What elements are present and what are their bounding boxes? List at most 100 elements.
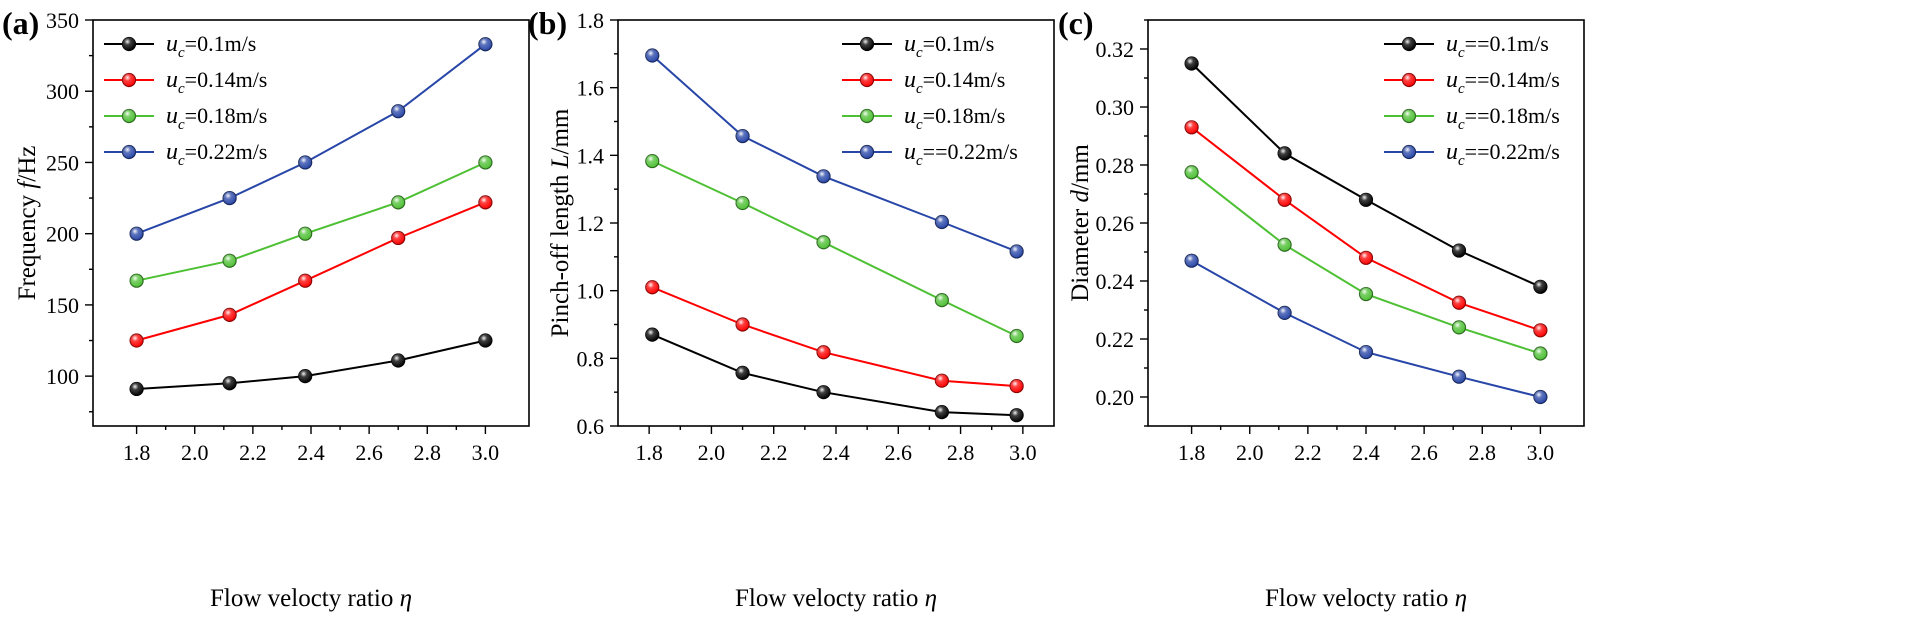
x-tick-label: 1.8 xyxy=(635,440,663,465)
legend-label: uc==0.22m/s xyxy=(1446,139,1560,169)
series-2 xyxy=(645,153,1024,344)
data-point xyxy=(816,385,831,400)
y-axis-label: Frequency f/Hz xyxy=(14,146,41,301)
legend-entry: uc=0.18m/s xyxy=(842,103,1005,133)
data-point xyxy=(222,253,237,268)
x-axis-label-var: η xyxy=(400,585,412,612)
y-tick-label: 0.28 xyxy=(1096,153,1135,178)
data-point xyxy=(1277,146,1292,161)
x-tick-label: 2.2 xyxy=(239,440,267,465)
y-axis-label-unit: /mm xyxy=(1067,144,1094,190)
series-1 xyxy=(645,280,1024,394)
data-point xyxy=(645,280,660,295)
axes-ticks: 1.8 2.0 2.2 2.4 2.6 2.8 3.0 0.20 0.22 0.24 0.26 0.2… xyxy=(1096,19,1554,465)
series-3 xyxy=(129,37,493,241)
y-tick-label: 0.26 xyxy=(1096,211,1135,236)
y-tick-label: 350 xyxy=(46,8,79,33)
x-tick-label: 2.8 xyxy=(1469,440,1497,465)
x-tick-label: 2.4 xyxy=(1352,440,1380,465)
data-point xyxy=(1358,286,1374,302)
data-point xyxy=(735,195,750,211)
legend-entry: uc==0.18m/s xyxy=(1384,103,1560,133)
series xyxy=(1184,56,1548,405)
data-point xyxy=(735,317,750,332)
legend-label: uc=0.1m/s xyxy=(166,31,256,61)
legend-marker xyxy=(859,36,875,52)
data-point xyxy=(478,37,493,52)
x-tick-label: 2.2 xyxy=(760,440,788,465)
y-tick-label: 0.20 xyxy=(1096,385,1135,410)
legend-entry: uc==0.14m/s xyxy=(1384,67,1560,97)
data-point xyxy=(391,353,406,368)
x-axis-label: Flow velocty ratio η xyxy=(210,585,412,612)
legend-label: uc==0.18m/s xyxy=(1446,103,1560,133)
data-point xyxy=(735,365,750,380)
y-axis-label-var: f xyxy=(14,179,41,189)
data-point xyxy=(1533,389,1548,405)
data-point xyxy=(1358,192,1374,207)
data-point xyxy=(1184,56,1199,71)
y-tick-label: 150 xyxy=(46,293,79,318)
data-point xyxy=(1009,244,1024,259)
x-axis-label-var: η xyxy=(925,585,937,612)
data-point xyxy=(298,226,313,241)
data-point xyxy=(1009,408,1024,423)
y-axis-label-text: Pinch-off length xyxy=(547,168,574,337)
series xyxy=(129,37,493,397)
legend: uc=0.1m/s uc=0.14m/s uc=0.18m/s uc=0.22m/s xyxy=(104,31,267,169)
y-tick-label: 1.6 xyxy=(577,76,605,101)
data-point xyxy=(1451,369,1467,384)
legend-marker xyxy=(121,108,137,124)
data-point xyxy=(816,345,831,360)
series-2 xyxy=(1184,165,1548,361)
data-point xyxy=(645,48,660,63)
data-point xyxy=(934,405,949,420)
series-1 xyxy=(1184,120,1548,338)
x-axis-label-text: Flow velocty ratio xyxy=(210,585,400,612)
legend-marker xyxy=(859,144,875,160)
legend-marker xyxy=(1401,72,1417,88)
y-axis-label-unit: /mm xyxy=(547,108,574,154)
axes-ticks: 1.8 2.0 2.2 2.4 2.6 2.8 3.0 0.6 0.8 1.0 1.2 1.4 1.6 1… xyxy=(577,8,1037,465)
series-line xyxy=(136,339,486,390)
x-tick-label: 2.8 xyxy=(414,440,442,465)
panel-c: (c) Diameter d/mm Flow velocty ratio η 1… xyxy=(1058,5,1585,612)
series-1 xyxy=(129,195,493,348)
x-tick-label: 2.0 xyxy=(1236,440,1264,465)
data-point xyxy=(478,195,493,210)
y-tick-label: 1.8 xyxy=(577,8,605,33)
data-point xyxy=(1184,120,1199,135)
data-point xyxy=(1009,328,1024,344)
panel-label: (a) xyxy=(2,5,39,41)
y-axis-label-unit: /Hz xyxy=(14,146,41,182)
x-tick-label: 2.2 xyxy=(1294,440,1322,465)
legend-entry: uc==0.22m/s xyxy=(842,139,1018,169)
data-point xyxy=(129,226,144,241)
series-0 xyxy=(1184,56,1548,294)
series-0 xyxy=(645,327,1024,423)
series xyxy=(645,48,1024,423)
data-point xyxy=(1009,378,1024,394)
x-tick-label: 3.0 xyxy=(1009,440,1037,465)
legend-marker xyxy=(859,72,875,88)
plot-frame xyxy=(92,19,530,427)
x-axis-label-var: η xyxy=(1455,585,1467,612)
data-point xyxy=(129,381,144,397)
data-point xyxy=(1277,305,1292,320)
legend-marker xyxy=(1401,108,1417,124)
x-tick-label: 2.6 xyxy=(885,440,913,465)
legend: uc==0.1m/s uc==0.14m/s uc==0.18m/s uc==0.22… xyxy=(1384,31,1560,169)
x-tick-label: 1.8 xyxy=(1178,440,1206,465)
y-tick-label: 1.4 xyxy=(577,143,605,168)
y-tick-label: 0.30 xyxy=(1096,95,1135,120)
data-point xyxy=(934,293,949,308)
y-tick-label: 0.24 xyxy=(1096,269,1135,294)
legend-label: uc=0.14m/s xyxy=(904,67,1005,97)
data-point xyxy=(1533,279,1548,294)
data-point xyxy=(391,104,406,119)
y-tick-label: 200 xyxy=(46,222,79,247)
legend-marker xyxy=(121,72,137,88)
series-3 xyxy=(1184,253,1548,405)
legend-entry: uc==0.1m/s xyxy=(1384,31,1549,61)
